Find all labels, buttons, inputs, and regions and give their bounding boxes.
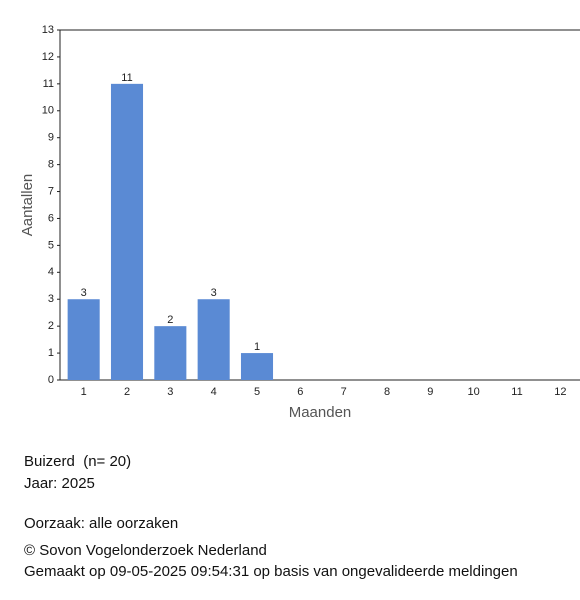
y-axis-title: Aantallen	[19, 174, 36, 237]
x-tick-label: 9	[427, 386, 433, 398]
bar	[240, 353, 274, 380]
data-label: 11	[121, 72, 132, 84]
footer-copyright: © Sovon Vogelonderzoek Nederland	[24, 542, 267, 559]
y-tick-label: 7	[48, 185, 54, 197]
data-label: 1	[254, 341, 260, 353]
y-tick-label: 4	[48, 266, 54, 278]
y-tick-label: 9	[48, 132, 54, 144]
x-tick-label: 1	[81, 386, 87, 398]
x-tick-label: 10	[468, 386, 480, 398]
x-tick-label: 6	[297, 386, 303, 398]
y-tick-label: 2	[48, 320, 54, 332]
data-label: 2	[167, 314, 173, 326]
bar	[197, 299, 230, 380]
y-tick-label: 10	[42, 105, 54, 117]
y-tick-label: 1	[48, 347, 54, 359]
data-label: 3	[211, 287, 217, 299]
y-tick-label: 13	[42, 24, 54, 36]
y-tick-label: 12	[42, 51, 54, 63]
data-label: 3	[81, 287, 87, 299]
x-tick-label: 12	[554, 386, 566, 398]
footer-year: Jaar: 2025	[24, 475, 95, 492]
y-tick-label: 6	[48, 212, 54, 224]
bar	[110, 83, 144, 380]
footer-species: Buizerd (n= 20)	[24, 453, 131, 470]
x-tick-label: 4	[211, 386, 217, 398]
footer-made: Gemaakt op 09-05-2025 09:54:31 op basis …	[24, 563, 518, 580]
x-tick-label: 5	[254, 386, 260, 398]
y-tick-label: 0	[48, 374, 54, 386]
x-tick-label: 7	[341, 386, 347, 398]
y-tick-label: 3	[48, 293, 54, 305]
y-tick-label: 8	[48, 159, 54, 171]
bar	[67, 299, 100, 380]
x-tick-label: 8	[384, 386, 390, 398]
x-axis-title: Maanden	[289, 404, 352, 421]
y-tick-label: 5	[48, 239, 54, 251]
x-tick-label: 2	[124, 386, 130, 398]
y-tick-label: 11	[43, 78, 54, 90]
footer-cause: Oorzaak: alle oorzaken	[24, 515, 178, 532]
x-tick-label: 3	[167, 386, 173, 398]
bar	[154, 326, 187, 380]
x-tick-label: 11	[511, 386, 522, 398]
